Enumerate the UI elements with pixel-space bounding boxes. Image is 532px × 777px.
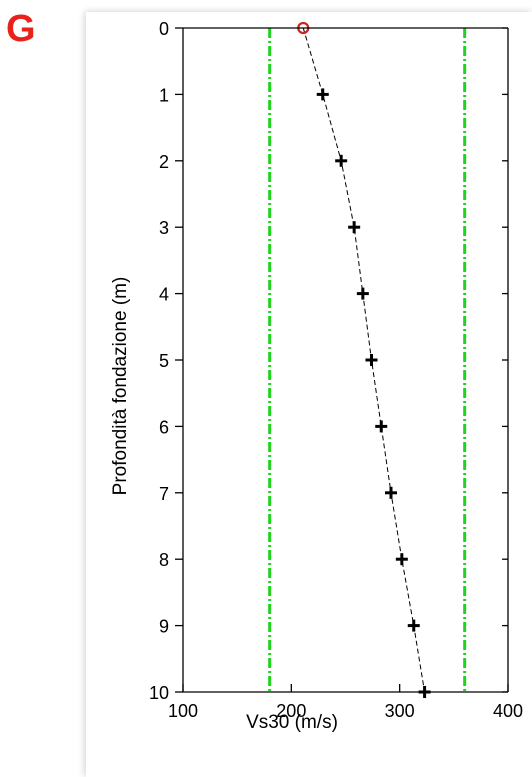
chart-panel — [86, 12, 532, 777]
x-tick-label: 400 — [493, 701, 523, 721]
y-tick-label: 7 — [159, 484, 169, 504]
x-tick-label: 100 — [168, 701, 198, 721]
y-tick-label: 3 — [159, 218, 169, 238]
data-point — [385, 486, 397, 499]
x-tick-label: 200 — [276, 701, 306, 721]
data-point — [375, 420, 388, 433]
axes — [182, 27, 509, 693]
data-point — [335, 154, 348, 167]
panel-label: G — [6, 8, 36, 50]
y-tick-label: 1 — [159, 85, 169, 105]
y-tick-label: 10 — [149, 683, 169, 703]
data-point — [407, 619, 420, 632]
y-tick-label: 8 — [159, 550, 169, 570]
x-axis-label: Vs30 (m/s) — [246, 712, 338, 733]
x-tick-label: 300 — [385, 701, 415, 721]
y-tick-label: 4 — [159, 285, 169, 305]
y-ticks: 0 1 2 3 4 5 6 7 8 9 10 — [149, 19, 508, 703]
y-tick-label: 2 — [159, 152, 169, 172]
series-line — [302, 27, 426, 693]
data-point — [395, 553, 408, 566]
data-point — [356, 287, 369, 300]
y-tick-label: 0 — [159, 19, 169, 39]
x-ticks: 100 200 300 400 — [168, 684, 523, 721]
y-axis-label: Profondità fondazione (m) — [110, 277, 131, 496]
y-tick-label: 5 — [159, 351, 169, 371]
y-tick-label: 6 — [159, 417, 169, 437]
limit-lines — [268, 28, 467, 692]
series-layer — [297, 21, 431, 698]
data-point — [316, 88, 329, 101]
data-point — [365, 354, 378, 366]
y-tick-label: 9 — [159, 617, 169, 637]
data-point — [348, 221, 361, 234]
